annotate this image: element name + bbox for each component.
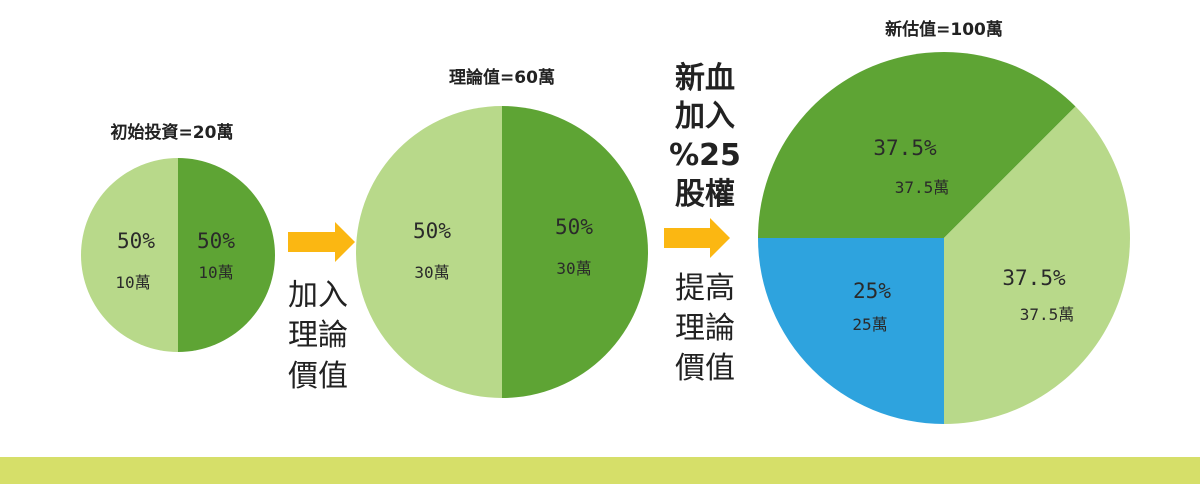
slice-percent-label: 50% xyxy=(413,219,451,243)
pie-chart-theoretical: 理論值=60萬 50% 30萬 50% 30萬 xyxy=(356,67,648,398)
step-text-line: 新血 xyxy=(675,61,735,96)
pie-slices-theoretical xyxy=(356,106,648,398)
slice-percent-label: 25% xyxy=(853,279,891,303)
step-text-line: 股權 xyxy=(675,177,735,212)
slice-amount-label: 37.5萬 xyxy=(1020,305,1075,324)
step-annotation-new-equity: 新血 加入 %25 股權 xyxy=(669,61,741,212)
pie-title-new-valuation: 新估值=100萬 xyxy=(885,19,1003,40)
step-text-line: 理論 xyxy=(675,311,735,346)
slice-amount-label: 10萬 xyxy=(115,273,150,292)
step-text-line: 價值 xyxy=(675,351,735,386)
pie-slice xyxy=(178,158,275,352)
step-text-line: 提高 xyxy=(675,271,735,306)
slice-amount-label: 10萬 xyxy=(198,263,233,282)
step-text-line: 理論 xyxy=(288,318,348,353)
pie-slice xyxy=(758,238,944,424)
slice-percent-label: 50% xyxy=(117,229,155,253)
slice-percent-label: 50% xyxy=(555,215,593,239)
footer-band xyxy=(0,457,1200,484)
step-text-line: 價值 xyxy=(288,359,348,394)
pie-chart-initial: 初始投資=20萬 50% 10萬 50% 10萬 xyxy=(81,122,275,352)
pie-slice xyxy=(758,52,1076,239)
pie-slices-initial xyxy=(81,158,275,352)
step-text-line: %25 xyxy=(669,138,741,173)
slice-amount-label: 30萬 xyxy=(556,259,591,278)
slice-amount-label: 37.5萬 xyxy=(895,178,950,197)
pie-slices-new-valuation xyxy=(758,52,1130,424)
slice-percent-label: 37.5% xyxy=(873,136,937,160)
slice-amount-label: 25萬 xyxy=(852,315,887,334)
pie-slice xyxy=(356,106,502,398)
step-text-line: 加入 xyxy=(675,99,735,134)
pie-slice xyxy=(944,106,1130,424)
step-annotation-raise-value: 提高 理論 價值 xyxy=(675,271,735,386)
pie-slice xyxy=(502,106,648,398)
pie-title-initial: 初始投資=20萬 xyxy=(111,122,234,143)
arrow-right-icon xyxy=(664,218,730,258)
step-text-line: 加入 xyxy=(288,278,348,313)
slice-percent-label: 37.5% xyxy=(1002,266,1066,290)
slice-percent-label: 50% xyxy=(197,229,235,253)
pie-slice xyxy=(81,158,178,352)
arrow-right-icon xyxy=(288,222,355,262)
pie-chart-new-valuation: 新估值=100萬 37.5% 37.5萬 37.5% 37.5萬 25% 25萬 xyxy=(758,19,1130,424)
pie-title-theoretical: 理論值=60萬 xyxy=(449,67,555,88)
slice-amount-label: 30萬 xyxy=(414,263,449,282)
step-annotation-add-value: 加入 理論 價值 xyxy=(288,278,348,394)
